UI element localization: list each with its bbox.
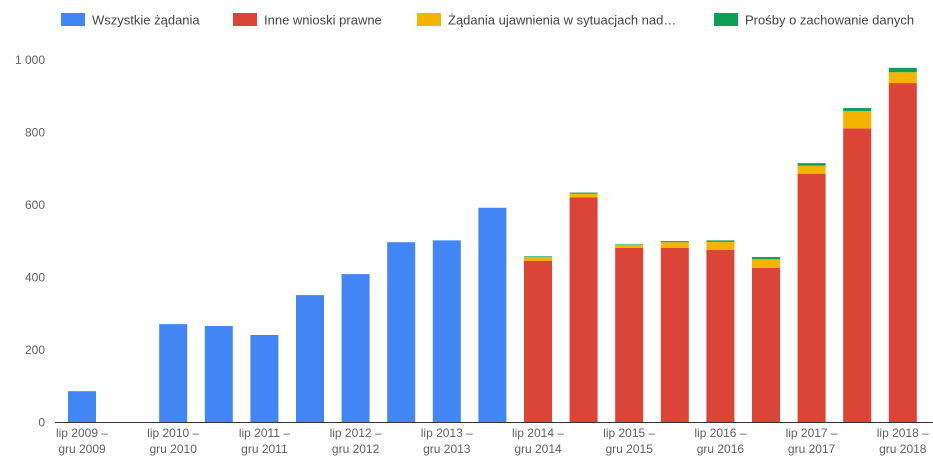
x-tick-label-line2: gru 2016 bbox=[697, 442, 745, 456]
bar-segment-preservation[interactable] bbox=[752, 257, 780, 260]
bar-segment-all[interactable] bbox=[68, 391, 96, 422]
bar-group[interactable] bbox=[752, 257, 780, 422]
bar-group[interactable] bbox=[478, 207, 507, 422]
bar-segment-emergency[interactable] bbox=[797, 165, 826, 174]
bar-segment-preservation[interactable] bbox=[660, 241, 689, 243]
legend-label-all: Wszystkie żądania bbox=[92, 13, 200, 28]
y-tick-label: 200 bbox=[25, 343, 45, 357]
x-axis: lip 2009 – gru 2009 lip 2010 – gru 2010 lip … bbox=[56, 426, 929, 456]
x-tick-label-line2: gru 2015 bbox=[606, 442, 654, 456]
bar-segment-all[interactable] bbox=[341, 274, 370, 422]
legend-item-emergency[interactable]: Żądania ujawnienia w sytuacjach nad… bbox=[417, 13, 676, 28]
bar-segment-emergency[interactable] bbox=[524, 257, 552, 261]
x-tick-label-line1: lip 2012 – bbox=[330, 426, 382, 440]
bar-segment-emergency[interactable] bbox=[888, 72, 917, 84]
bar-group[interactable] bbox=[660, 241, 689, 422]
bar-segment-all[interactable] bbox=[387, 242, 416, 422]
legend-item-all[interactable]: Wszystkie żądania bbox=[61, 13, 200, 28]
bar-segment-all[interactable] bbox=[204, 325, 233, 422]
x-tick-label-line1: lip 2015 – bbox=[603, 426, 655, 440]
bar-group[interactable] bbox=[797, 163, 826, 422]
bar-segment-emergency[interactable] bbox=[706, 241, 735, 250]
x-tick-label-line1: lip 2009 – bbox=[56, 426, 108, 440]
legend-swatch-all bbox=[61, 13, 85, 26]
bar-segment-legal[interactable] bbox=[706, 249, 735, 422]
x-tick-label-line2: gru 2010 bbox=[150, 442, 198, 456]
x-tick-label-line2: gru 2018 bbox=[879, 442, 927, 456]
bar-segment-all[interactable] bbox=[159, 324, 188, 422]
bar-group[interactable] bbox=[204, 325, 233, 422]
legend-label-preservation: Prośby o zachowanie danych bbox=[745, 13, 914, 28]
bar-segment-preservation[interactable] bbox=[569, 192, 598, 194]
x-tick-label-line2: gru 2009 bbox=[58, 442, 106, 456]
bar-segment-legal[interactable] bbox=[660, 248, 689, 422]
legend-item-preservation[interactable]: Prośby o zachowanie danych bbox=[714, 13, 914, 28]
y-tick-label: 800 bbox=[25, 126, 45, 140]
x-tick-label-line1: lip 2017 – bbox=[786, 426, 838, 440]
legend: Wszystkie żądania Inne wnioski prawne Żąda… bbox=[61, 13, 914, 28]
bar-group[interactable] bbox=[888, 67, 917, 422]
bar-group[interactable] bbox=[615, 244, 644, 422]
bar-group[interactable] bbox=[341, 274, 370, 422]
bar-segment-emergency[interactable] bbox=[615, 245, 644, 248]
bar-group[interactable] bbox=[843, 108, 872, 422]
x-tick-label-line1: lip 2011 – bbox=[239, 426, 290, 440]
x-tick-label-line1: lip 2013 – bbox=[421, 426, 473, 440]
legend-label-legal: Inne wnioski prawne bbox=[264, 13, 382, 28]
bar-segment-legal[interactable] bbox=[797, 173, 826, 422]
bar-group[interactable] bbox=[569, 192, 598, 422]
bar-group[interactable] bbox=[296, 295, 324, 422]
bar-group[interactable] bbox=[387, 242, 416, 422]
bar-segment-emergency[interactable] bbox=[569, 193, 598, 198]
x-tick-label-line2: gru 2011 bbox=[241, 442, 288, 456]
bar-segment-legal[interactable] bbox=[615, 248, 644, 422]
x-tick-label-line2: gru 2014 bbox=[514, 442, 562, 456]
legend-swatch-emergency bbox=[417, 13, 441, 26]
bar-segment-preservation[interactable] bbox=[524, 256, 552, 258]
bar-group[interactable] bbox=[432, 240, 461, 422]
bar-segment-legal[interactable] bbox=[888, 83, 917, 422]
x-tick-label-line1: lip 2010 – bbox=[147, 426, 199, 440]
bar-segment-legal[interactable] bbox=[843, 128, 872, 422]
bar-segment-preservation[interactable] bbox=[843, 108, 872, 111]
bar-segment-preservation[interactable] bbox=[888, 67, 917, 73]
bars bbox=[68, 67, 917, 422]
y-tick-label: 1 000 bbox=[15, 53, 45, 67]
bar-group[interactable] bbox=[68, 391, 96, 422]
legend-swatch-legal bbox=[233, 13, 257, 26]
y-tick-label: 600 bbox=[25, 198, 45, 212]
bar-segment-preservation[interactable] bbox=[706, 240, 735, 242]
bar-group[interactable] bbox=[524, 256, 552, 422]
x-tick-label-line2: gru 2012 bbox=[332, 442, 380, 456]
x-tick-label-line2: gru 2013 bbox=[423, 442, 471, 456]
y-axis: 0 200 400 600 800 1 000 bbox=[15, 53, 45, 430]
legend-item-legal[interactable]: Inne wnioski prawne bbox=[233, 13, 382, 28]
bar-segment-legal[interactable] bbox=[524, 260, 552, 422]
bar-segment-preservation[interactable] bbox=[615, 244, 644, 246]
bar-segment-all[interactable] bbox=[478, 207, 507, 422]
bar-group[interactable] bbox=[706, 240, 735, 422]
bar-segment-all[interactable] bbox=[250, 335, 279, 422]
bar-segment-emergency[interactable] bbox=[843, 110, 872, 129]
bar-segment-emergency[interactable] bbox=[752, 259, 780, 268]
x-tick-label-line1: lip 2014 – bbox=[512, 426, 564, 440]
bar-segment-preservation[interactable] bbox=[797, 163, 826, 166]
x-tick-label-line1: lip 2018 – bbox=[877, 426, 929, 440]
bar-segment-legal[interactable] bbox=[569, 197, 598, 422]
y-tick-label: 400 bbox=[25, 271, 45, 285]
bar-segment-all[interactable] bbox=[296, 295, 324, 422]
x-tick-label-line1: lip 2016 – bbox=[694, 426, 746, 440]
bar-segment-emergency[interactable] bbox=[660, 242, 689, 248]
bar-segment-legal[interactable] bbox=[752, 267, 780, 422]
bar-group[interactable] bbox=[159, 324, 188, 422]
y-tick-label: 0 bbox=[38, 416, 45, 430]
bar-group[interactable] bbox=[250, 335, 279, 422]
x-tick-label-line2: gru 2017 bbox=[788, 442, 836, 456]
legend-label-emergency: Żądania ujawnienia w sytuacjach nad… bbox=[448, 13, 676, 28]
bar-segment-all[interactable] bbox=[432, 240, 461, 422]
legend-swatch-preservation bbox=[714, 13, 738, 26]
